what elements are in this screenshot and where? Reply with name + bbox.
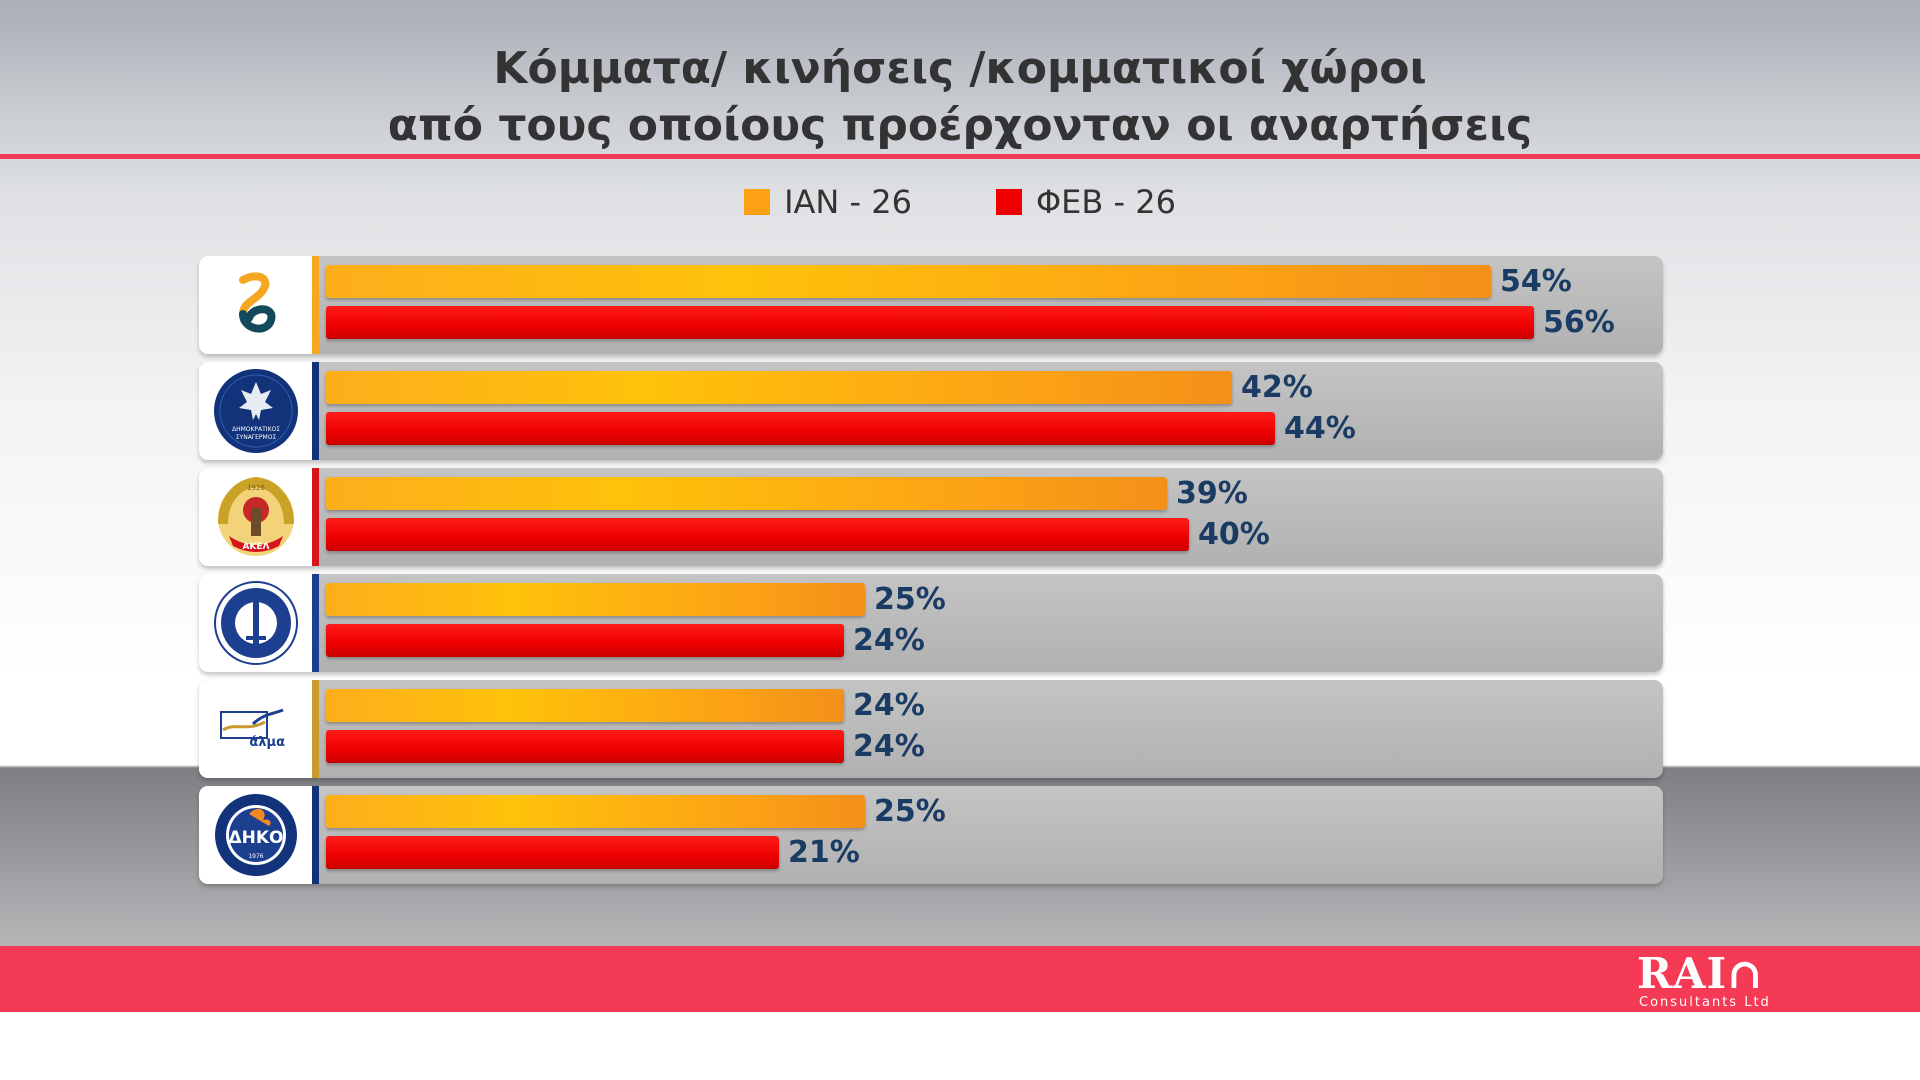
legend-item-jan: ΙΑΝ - 26 [744, 180, 912, 224]
logo-accent-strip [312, 680, 319, 778]
akel-akron-logo-icon [238, 272, 275, 333]
footer-band [0, 946, 1920, 1012]
logo-accent-strip [312, 362, 319, 460]
bar-row-2: ΔΗΜΟΚΡΑΤΙΚΟΣ ΣΥΝΑΓΕΡΜΟΣ 42% 44% [199, 362, 1663, 460]
svg-text:ΔΗΜΟΚΡΑΤΙΚΟΣ: ΔΗΜΟΚΡΑΤΙΚΟΣ [231, 426, 279, 433]
brand-name: RAI∩ [1637, 949, 1764, 998]
party-logo-box [199, 256, 312, 354]
chart-background: Κόμματα/ κινήσεις /κομματικοί χώροι από … [0, 0, 1920, 1012]
chart-title: Κόμματα/ κινήσεις /κομματικοί χώροι από … [0, 40, 1920, 154]
legend-swatch-jan [744, 189, 771, 215]
svg-text:1926: 1926 [247, 484, 265, 492]
bar-jan [326, 371, 1232, 404]
bar-jan [326, 689, 844, 722]
akel-logo-icon: ΑΚΕΛ 1926 [217, 476, 294, 556]
data-label-feb: 24% [853, 729, 925, 764]
bar-jan [326, 265, 1491, 298]
logo-accent-strip [312, 786, 319, 884]
logo-accent-strip [312, 468, 319, 566]
bar-row-5: άλμα 24% 24% [199, 680, 1663, 778]
data-label-jan: 39% [1176, 476, 1248, 511]
elam-logo-icon [213, 581, 298, 665]
brand-logo: RAI∩ Consultants Ltd [1637, 951, 1787, 1011]
data-label-feb: 56% [1543, 305, 1615, 340]
party-logo-box: ΔΗΚΟ 1976 [199, 786, 312, 884]
chart-legend: ΙΑΝ - 26 ΦΕΒ - 26 [0, 180, 1920, 224]
bar-row-6: ΔΗΚΟ 1976 25% 21% [199, 786, 1663, 884]
logo-accent-strip [312, 574, 319, 672]
bar-feb [326, 836, 779, 869]
data-label-feb: 44% [1284, 411, 1356, 446]
party-logo-box [199, 574, 312, 672]
data-label-feb: 40% [1198, 517, 1270, 552]
logo-accent-strip [312, 256, 319, 354]
bar-feb [326, 624, 844, 657]
alma-logo-icon: άλμα [219, 708, 285, 750]
title-line-2: από τους οποίους προέρχονταν οι αναρτήσε… [387, 100, 1533, 151]
party-logo-box: ΑΚΕΛ 1926 [199, 468, 312, 566]
data-label-jan: 25% [874, 794, 946, 829]
party-logo-box: άλμα [199, 680, 312, 778]
data-label-jan: 25% [874, 582, 946, 617]
party-logo-box: ΔΗΜΟΚΡΑΤΙΚΟΣ ΣΥΝΑΓΕΡΜΟΣ [199, 362, 312, 460]
data-label-feb: 24% [853, 623, 925, 658]
data-label-feb: 21% [788, 835, 860, 870]
bar-jan [326, 583, 865, 616]
data-label-jan: 54% [1500, 264, 1572, 299]
brand-subtitle: Consultants Ltd [1639, 995, 1771, 1010]
legend-label-feb: ΦΕΒ - 26 [1035, 183, 1176, 221]
svg-text:ΔΗΚΟ: ΔΗΚΟ [228, 828, 283, 848]
svg-text:1976: 1976 [248, 853, 263, 860]
legend-item-feb: ΦΕΒ - 26 [995, 180, 1176, 224]
svg-text:ΣΥΝΑΓΕΡΜΟΣ: ΣΥΝΑΓΕΡΜΟΣ [235, 434, 276, 441]
legend-label-jan: ΙΑΝ - 26 [784, 183, 912, 221]
bar-feb [326, 306, 1534, 339]
title-line-1: Κόμματα/ κινήσεις /κομματικοί χώροι [493, 43, 1427, 94]
data-label-jan: 42% [1241, 370, 1313, 405]
bar-row-4: 25% 24% [199, 574, 1663, 672]
svg-text:ΑΚΕΛ: ΑΚΕΛ [242, 542, 269, 552]
bar-jan [326, 477, 1167, 510]
bar-jan [326, 795, 865, 828]
data-label-jan: 24% [853, 688, 925, 723]
svg-text:άλμα: άλμα [249, 735, 285, 750]
bar-row-1: 54% 56% [199, 256, 1663, 354]
bar-feb [326, 730, 844, 763]
bar-feb [326, 412, 1275, 445]
bar-feb [326, 518, 1189, 551]
legend-swatch-feb [995, 189, 1022, 215]
title-divider [0, 154, 1920, 159]
diko-logo-icon: ΔΗΚΟ 1976 [214, 794, 297, 876]
bar-row-3: ΑΚΕΛ 1926 39% 40% [199, 468, 1663, 566]
